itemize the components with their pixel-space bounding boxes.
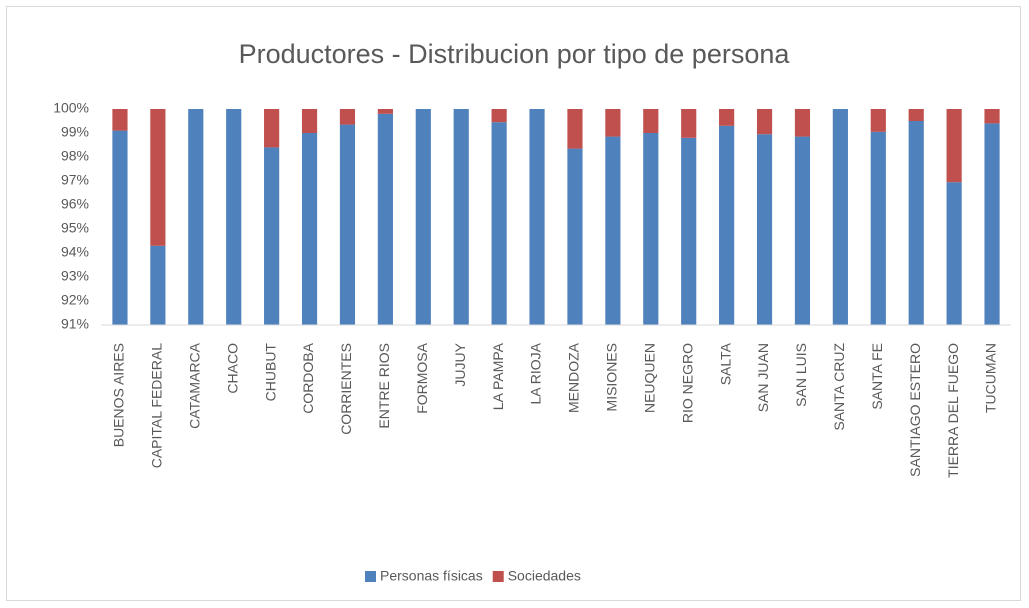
bar-segment bbox=[226, 109, 242, 325]
y-tick-label: 98% bbox=[61, 148, 89, 164]
bar-segment bbox=[415, 109, 431, 325]
x-tick-label: RIO NEGRO bbox=[679, 343, 695, 423]
chart-border bbox=[6, 6, 1021, 601]
x-tick-label: LA RIOJA bbox=[528, 342, 544, 404]
x-tick-label: SAN LUIS bbox=[793, 343, 809, 407]
bar-segment bbox=[112, 130, 128, 325]
bar-segment bbox=[870, 109, 886, 132]
chart-title: Productores - Distribucion por tipo de p… bbox=[239, 39, 791, 69]
bar-segment bbox=[491, 109, 507, 123]
bar-segment bbox=[643, 109, 659, 133]
x-tick-label: SAN JUAN bbox=[755, 343, 771, 412]
x-tick-label: MENDOZA bbox=[566, 342, 582, 413]
bar-segment bbox=[908, 109, 924, 121]
bar-segment bbox=[756, 134, 773, 325]
x-tick-label: TIERRA DEL FUEGO bbox=[945, 343, 961, 478]
x-tick-label: BUENOS AIRES bbox=[111, 343, 127, 447]
bar-segment bbox=[870, 131, 886, 325]
y-tick-label: 97% bbox=[61, 172, 89, 188]
x-tick-label: MISIONES bbox=[604, 343, 620, 411]
x-tick-label: CATAMARCA bbox=[186, 342, 202, 428]
y-tick-label: 91% bbox=[61, 316, 89, 332]
bar-segment bbox=[605, 136, 621, 325]
bar-segment bbox=[832, 109, 848, 325]
bar-segment bbox=[567, 148, 583, 325]
bar-segment bbox=[605, 109, 621, 137]
bar-segment bbox=[756, 109, 773, 135]
legend-swatch bbox=[492, 571, 504, 582]
y-tick-label: 94% bbox=[61, 244, 89, 260]
bar-segment bbox=[908, 121, 924, 325]
x-tick-label: SALTA bbox=[717, 342, 733, 385]
x-tick-label: SANTA CRUZ bbox=[831, 343, 847, 431]
bar-segment bbox=[643, 133, 659, 325]
x-tick-label: CORDOBA bbox=[300, 342, 316, 413]
x-tick-label: CHACO bbox=[224, 343, 240, 394]
bar-segment bbox=[301, 109, 318, 133]
bar-segment bbox=[377, 109, 393, 114]
bar-segment bbox=[150, 245, 166, 325]
bar-segment bbox=[188, 109, 204, 325]
y-tick-label: 92% bbox=[61, 292, 89, 308]
bar-segment bbox=[453, 109, 469, 325]
bar-segment bbox=[719, 109, 735, 126]
bar-segment bbox=[794, 136, 811, 325]
bar-segment bbox=[264, 147, 280, 325]
bar-segment bbox=[946, 109, 962, 183]
y-tick-label: 96% bbox=[61, 196, 89, 212]
bar-segment bbox=[150, 109, 166, 246]
x-tick-label: LA PAMPA bbox=[490, 342, 506, 410]
x-tick-label: JUJUY bbox=[452, 342, 468, 386]
bar-segment bbox=[984, 109, 1000, 124]
bar-segment bbox=[264, 109, 280, 148]
y-tick-label: 95% bbox=[61, 220, 89, 236]
x-tick-label: CORRIENTES bbox=[338, 343, 354, 435]
y-tick-label: 99% bbox=[61, 124, 89, 140]
bar-segment bbox=[567, 109, 583, 149]
legend-swatch bbox=[365, 571, 376, 582]
legend-label: Sociedades bbox=[508, 568, 581, 584]
x-tick-label: SANTA FE bbox=[869, 343, 885, 410]
x-tick-label: ENTRE RIOS bbox=[376, 343, 392, 429]
bar-segment bbox=[794, 109, 811, 137]
x-tick-label: CHUBUT bbox=[262, 343, 278, 402]
legend-label: Personas físicas bbox=[380, 568, 483, 584]
x-tick-label: FORMOSA bbox=[414, 342, 430, 413]
x-tick-label: NEUQUEN bbox=[641, 343, 657, 413]
x-tick-label: CAPITAL FEDERAL bbox=[149, 343, 165, 468]
bar-segment bbox=[529, 109, 545, 325]
bar-segment bbox=[491, 122, 507, 325]
bar-segment bbox=[112, 109, 128, 131]
bar-segment bbox=[719, 125, 735, 325]
bar-segment bbox=[339, 124, 356, 325]
x-tick-label: SANTIAGO ESTERO bbox=[907, 343, 923, 477]
bar-segment bbox=[984, 123, 1000, 326]
x-tick-label: TUCUMAN bbox=[983, 343, 999, 413]
bar-segment bbox=[301, 133, 318, 325]
y-tick-label: 100% bbox=[53, 100, 89, 116]
bar-segment bbox=[681, 109, 697, 138]
bar-segment bbox=[681, 137, 697, 325]
bar-segment bbox=[946, 182, 962, 325]
bar-segment bbox=[339, 109, 356, 125]
bar-segment bbox=[377, 113, 393, 325]
y-tick-label: 93% bbox=[61, 268, 89, 284]
